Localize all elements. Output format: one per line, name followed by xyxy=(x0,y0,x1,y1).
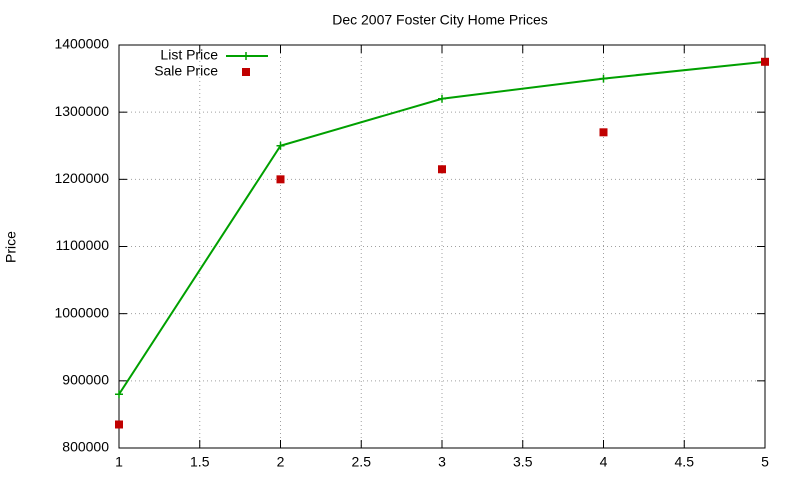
y-tick-label: 1100000 xyxy=(56,237,110,253)
point xyxy=(115,390,123,399)
point xyxy=(276,175,285,184)
y-tick-label: 1300000 xyxy=(54,103,109,119)
x-tick-label: 4.5 xyxy=(675,454,695,470)
x-tick-label: 2 xyxy=(277,454,285,470)
y-axis-label: Price xyxy=(3,231,19,263)
point xyxy=(599,128,608,137)
x-tick-label: 1 xyxy=(115,454,123,470)
y-tick-label: 1200000 xyxy=(54,170,109,186)
point xyxy=(438,94,446,103)
plot-frame xyxy=(118,44,766,449)
x-tick-label: 5 xyxy=(761,454,769,470)
y-tick-label: 800000 xyxy=(62,439,109,455)
y-tick-label: 1000000 xyxy=(54,304,109,320)
y-tick-label: 1400000 xyxy=(54,36,109,52)
legend-label: Sale Price xyxy=(154,63,218,79)
chart-title: Dec 2007 Foster City Home Prices xyxy=(332,12,548,28)
legend-label: List Price xyxy=(160,47,218,63)
x-tick-label: 3 xyxy=(438,454,446,470)
x-tick-label: 2.5 xyxy=(352,454,372,470)
legend-marker xyxy=(242,52,250,60)
x-tick-label: 1.5 xyxy=(190,454,210,470)
point xyxy=(438,165,446,174)
legend-marker xyxy=(242,68,250,76)
point xyxy=(115,420,123,429)
point xyxy=(761,57,769,66)
point xyxy=(276,141,285,150)
y-tick-label: 900000 xyxy=(62,372,109,388)
x-tick-label: 4 xyxy=(600,454,608,470)
point xyxy=(599,74,608,83)
x-tick-label: 3.5 xyxy=(513,454,533,470)
